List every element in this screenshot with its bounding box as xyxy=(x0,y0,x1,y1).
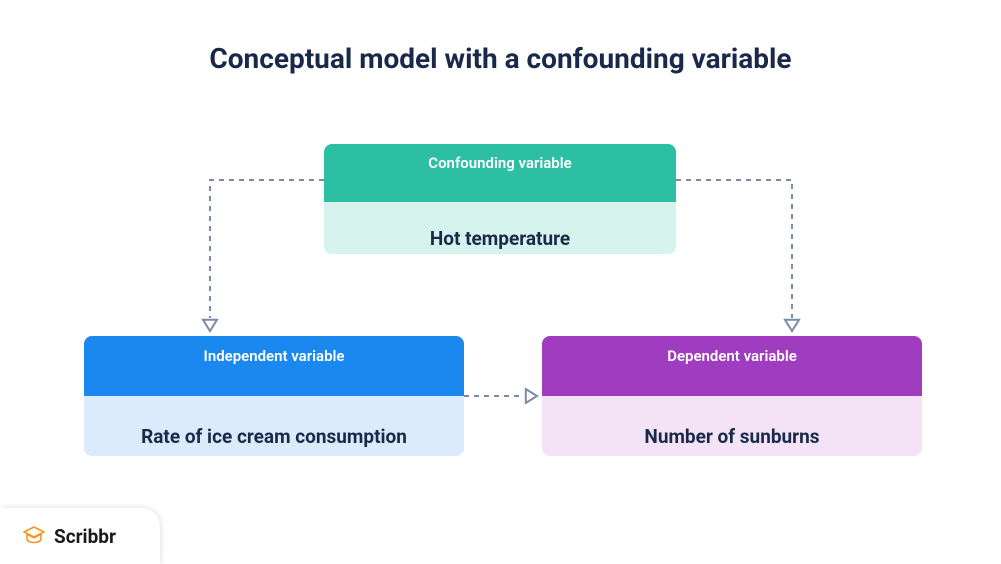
arrows-layer xyxy=(0,0,1001,564)
dependent-body-label: Number of sunburns xyxy=(644,425,819,448)
independent-header-label: Independent variable xyxy=(204,347,345,365)
confounding-body-label: Hot temperature xyxy=(430,227,570,250)
confounding-variable-box: Confounding variable Hot temperature xyxy=(324,144,676,254)
diagram-title: Conceptual model with a confounding vari… xyxy=(0,42,1001,75)
arrow-confounding-to-dependent xyxy=(676,180,792,318)
arrowhead-left xyxy=(203,320,217,331)
scribbr-logo-text: Scribbr xyxy=(54,525,116,548)
independent-variable-box: Independent variable Rate of ice cream c… xyxy=(84,336,464,456)
independent-body-label: Rate of ice cream consumption xyxy=(141,425,407,448)
independent-body: Rate of ice cream consumption xyxy=(84,396,464,456)
confounding-header-label: Confounding variable xyxy=(428,154,571,172)
dependent-variable-box: Dependent variable Number of sunburns xyxy=(542,336,922,456)
dependent-header: Dependent variable xyxy=(542,336,922,396)
dependent-body: Number of sunburns xyxy=(542,396,922,456)
independent-header: Independent variable xyxy=(84,336,464,396)
confounding-body: Hot temperature xyxy=(324,202,676,254)
confounding-header: Confounding variable xyxy=(324,144,676,202)
arrowhead-mid xyxy=(526,389,537,403)
diagram-title-text: Conceptual model with a confounding vari… xyxy=(209,42,791,75)
graduation-cap-icon xyxy=(22,524,46,548)
arrow-confounding-to-independent xyxy=(210,180,324,318)
dependent-header-label: Dependent variable xyxy=(667,347,797,365)
scribbr-logo: Scribbr xyxy=(0,508,160,564)
arrowhead-right xyxy=(785,320,799,331)
